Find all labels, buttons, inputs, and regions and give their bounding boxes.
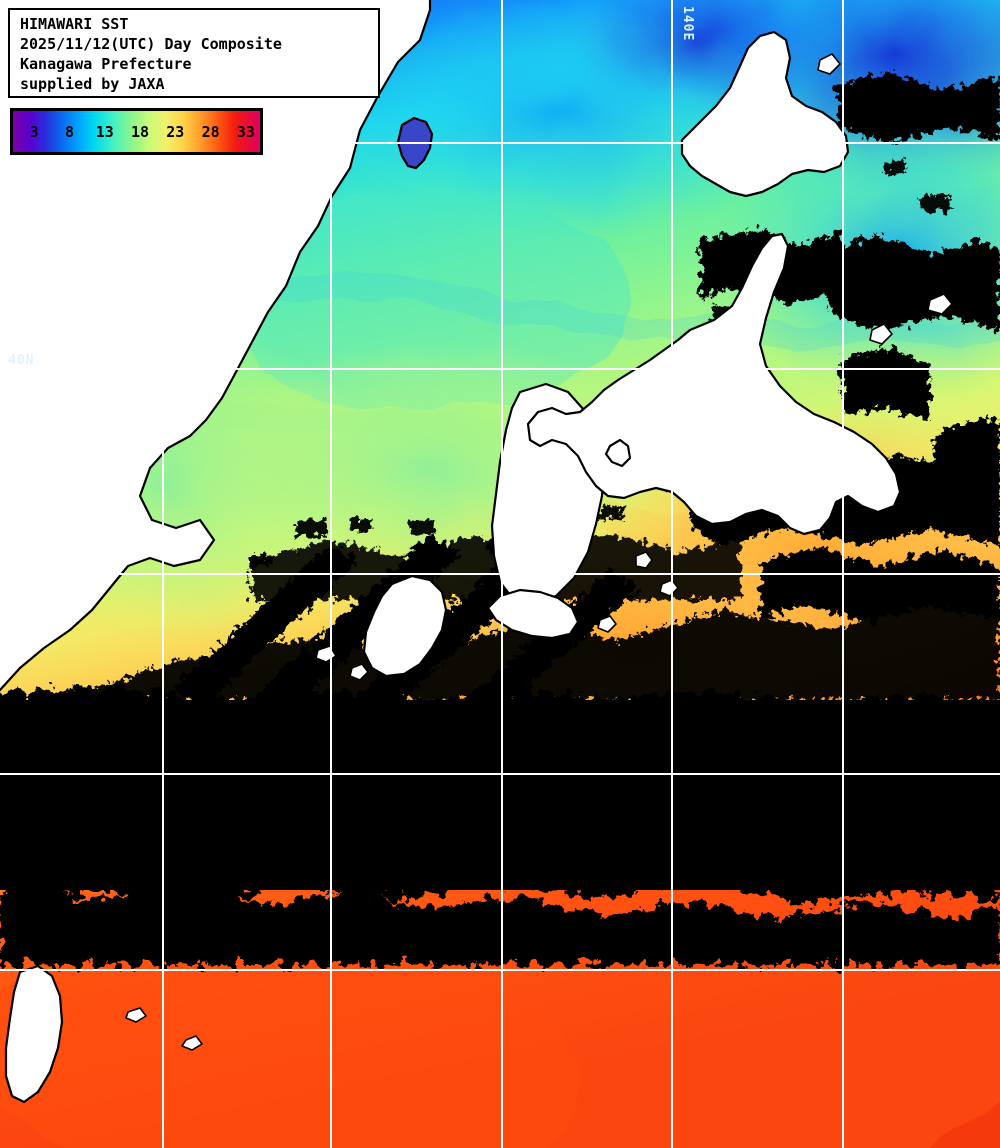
legend-line-date: 2025/11/12(UTC) Day Composite <box>20 35 282 53</box>
colorbar-tick-23: 23 <box>166 122 185 141</box>
legend-line-region: Kanagawa Prefecture <box>20 55 192 73</box>
colorbar-tick-labels: 3 8 13 18 23 28 33 <box>13 111 260 152</box>
gridlabel-40n: 40N <box>8 353 34 368</box>
gridlabel-140e: 140E <box>680 6 695 41</box>
sst-colorbar: 3 8 13 18 23 28 33 <box>10 108 263 155</box>
colorbar-tick-18: 18 <box>130 122 150 141</box>
landmass-asia-mainland <box>0 0 432 692</box>
landmass-taiwan <box>4 964 64 1104</box>
landmass-sado <box>604 438 632 468</box>
legend-title-box: HIMAWARI SST 2025/11/12(UTC) Day Composi… <box>8 8 380 98</box>
land-layer <box>0 0 953 1104</box>
landmass-hokkaido <box>680 30 850 198</box>
landmass-kyushu <box>362 574 448 678</box>
landmass-shikoku <box>486 588 580 640</box>
colorbar-tick-28: 28 <box>201 122 220 141</box>
legend-line-product: HIMAWARI SST <box>20 15 129 33</box>
colorbar-tick-8: 8 <box>64 122 74 141</box>
colorbar-tick-13: 13 <box>95 122 114 141</box>
colorbar-tick-33: 33 <box>236 122 255 141</box>
colorbar-gradient <box>13 111 260 152</box>
legend-line-source: supplied by JAXA <box>20 75 165 93</box>
colorbar-tick-3: 3 <box>29 122 39 141</box>
